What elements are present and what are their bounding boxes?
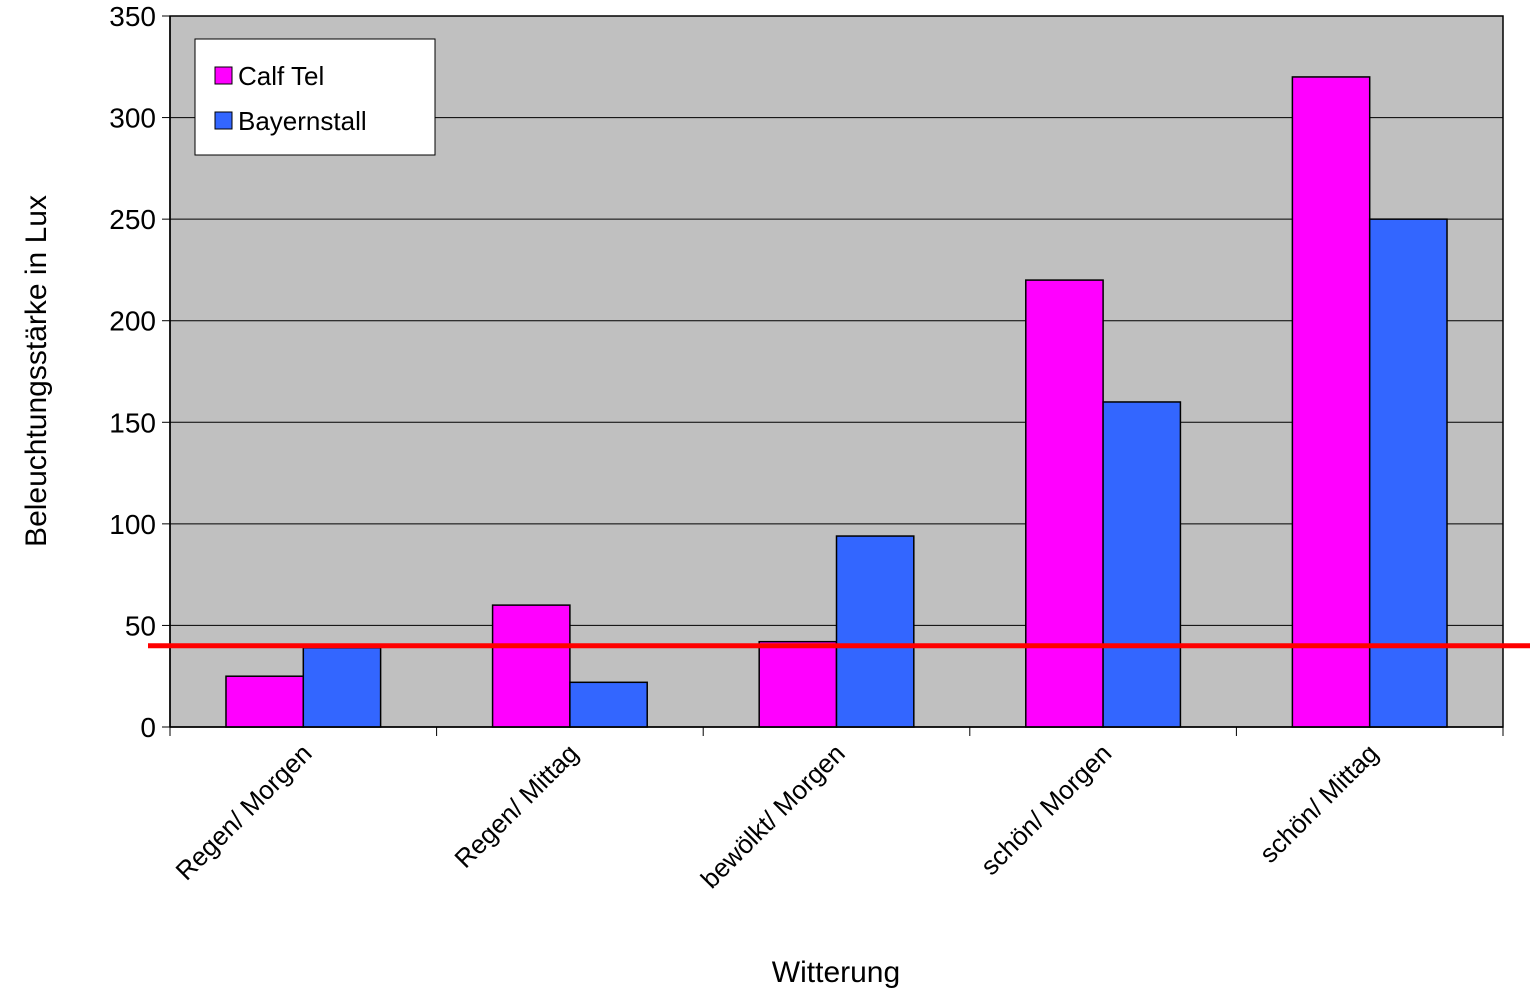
y-tick-label: 250 xyxy=(109,204,156,235)
legend: Calf Tel Bayernstall xyxy=(194,38,436,156)
bar xyxy=(1025,279,1104,728)
bar xyxy=(1291,76,1371,728)
y-axis-title: Beleuchtungsstärke in Lux xyxy=(20,195,53,547)
x-category-label: Regen/ Morgen xyxy=(170,738,318,886)
x-axis-title: Witterung xyxy=(772,956,900,989)
bar xyxy=(835,535,915,728)
bar xyxy=(225,675,305,728)
bar xyxy=(758,640,838,728)
y-tick-label: 350 xyxy=(109,1,156,32)
y-tick-label: 150 xyxy=(109,407,156,438)
x-category-label: bewölkt/ Morgen xyxy=(695,738,851,894)
legend-swatch-calf-tel xyxy=(214,66,233,85)
y-tick-label: 50 xyxy=(125,610,156,641)
gridlines xyxy=(170,117,1503,626)
legend-label-calf-tel: Calf Tel xyxy=(238,61,324,91)
y-tick-label: 300 xyxy=(109,103,156,134)
bar xyxy=(1102,401,1182,728)
x-category-labels: Regen/ Morgen Regen/ Mittag bewölkt/ Morge… xyxy=(170,738,1384,894)
x-category-label: schön/ Morgen xyxy=(975,738,1118,881)
y-tick-label: 100 xyxy=(109,509,156,540)
x-category-label: Regen/ Mittag xyxy=(448,738,584,874)
bar xyxy=(302,647,382,728)
bar xyxy=(491,604,571,728)
y-tick-labels: 0 50 100 150 200 250 300 350 xyxy=(109,1,170,743)
axes xyxy=(169,16,1504,736)
legend-label-bayernstall: Bayernstall xyxy=(238,106,367,136)
legend-swatch-bayernstall xyxy=(214,111,233,130)
bars xyxy=(225,76,1448,728)
y-tick-label: 0 xyxy=(140,712,156,743)
legend-box xyxy=(194,38,436,156)
bar xyxy=(569,681,648,728)
bar xyxy=(1368,218,1448,728)
y-tick-label: 200 xyxy=(109,306,156,337)
x-category-label: schön/ Mittag xyxy=(1253,738,1384,869)
